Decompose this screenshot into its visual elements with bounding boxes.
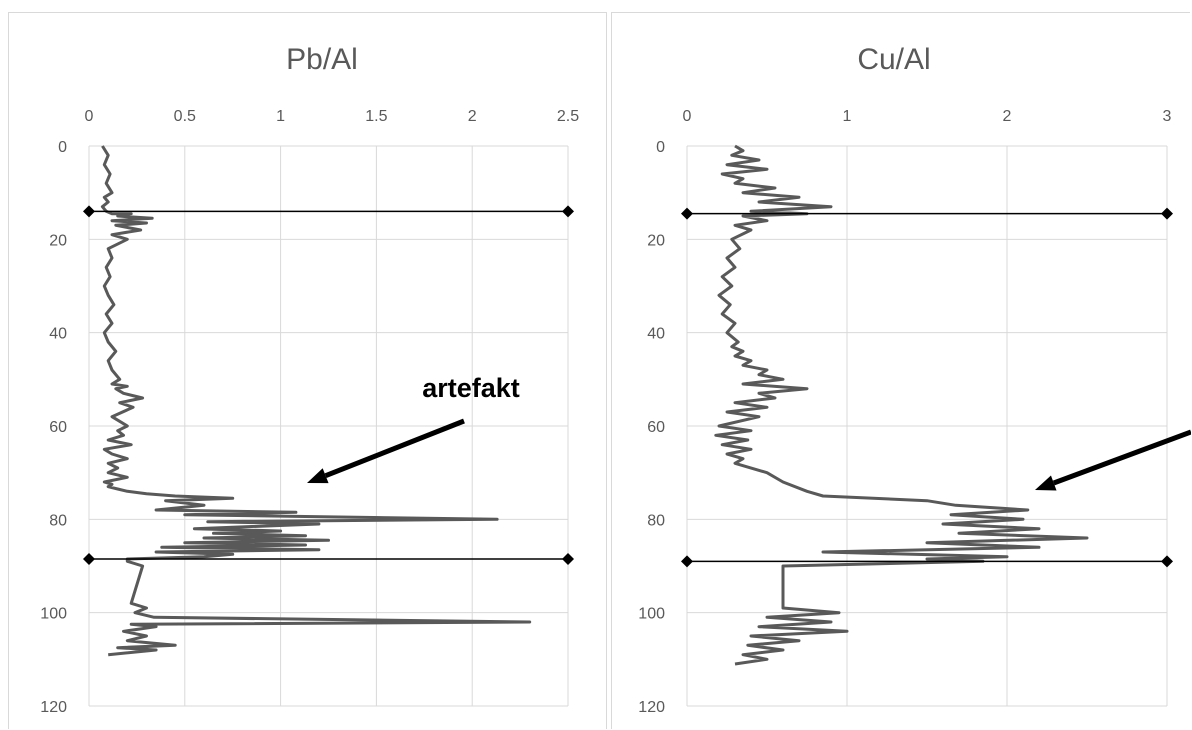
x-tick-label: 2 bbox=[468, 108, 477, 125]
arrow-shaft bbox=[1052, 429, 1191, 486]
diamond-marker bbox=[83, 553, 95, 565]
x-tick-label: 1 bbox=[276, 108, 285, 125]
chart-title: Cu/Al bbox=[857, 43, 930, 76]
diamond-marker bbox=[562, 553, 574, 565]
annotation-label: artefakt bbox=[422, 373, 520, 403]
data-line bbox=[100, 145, 532, 657]
diamond-marker bbox=[681, 555, 693, 568]
chart-title: Pb/Al bbox=[286, 43, 358, 76]
chart-panel-cu-al: Cu/Al 0 1 2 3 0 20 40 60 80 100 120 bbox=[611, 12, 1191, 729]
diamond-marker bbox=[681, 207, 693, 220]
diamond-marker bbox=[562, 205, 574, 218]
y-tick-label: 120 bbox=[638, 699, 665, 716]
x-tick-label: 2 bbox=[1003, 108, 1012, 125]
diamond-marker bbox=[1161, 555, 1173, 568]
x-tick-label: 0 bbox=[85, 108, 94, 125]
chart-panel-pb-al: Pb/Al 0 0.5 1 1.5 2 2.5 0 20 40 60 80 100 120 artefakt bbox=[8, 12, 607, 729]
x-tick-label: 0.5 bbox=[174, 108, 196, 125]
y-tick-label: 100 bbox=[40, 606, 67, 623]
y-tick-label: 0 bbox=[656, 139, 665, 156]
data-line bbox=[714, 144, 1089, 666]
x-tick-label: 1 bbox=[843, 108, 852, 125]
arrow-head bbox=[1035, 475, 1057, 491]
y-tick-label: 0 bbox=[58, 139, 67, 156]
x-tick-label: 0 bbox=[683, 108, 692, 125]
x-tick-label: 2.5 bbox=[557, 108, 579, 125]
y-tick-label: 60 bbox=[647, 419, 665, 436]
y-tick-label: 20 bbox=[49, 232, 67, 249]
y-tick-label: 40 bbox=[49, 326, 67, 343]
y-tick-label: 80 bbox=[647, 512, 665, 529]
x-tick-label: 1.5 bbox=[365, 108, 387, 125]
y-tick-label: 100 bbox=[638, 606, 665, 623]
diamond-marker bbox=[83, 205, 95, 218]
chart-pb-al: Pb/Al 0 0.5 1 1.5 2 2.5 0 20 40 60 80 100 120 artefakt bbox=[40, 43, 579, 716]
chart-cu-al: Cu/Al 0 1 2 3 0 20 40 60 80 100 120 bbox=[638, 43, 1191, 716]
y-tick-label: 60 bbox=[49, 419, 67, 436]
y-tick-label: 80 bbox=[49, 512, 67, 529]
arrow-shaft bbox=[324, 418, 465, 478]
y-tick-label: 20 bbox=[647, 232, 665, 249]
arrow-head bbox=[307, 468, 329, 484]
diamond-marker bbox=[1161, 207, 1173, 220]
y-tick-label: 120 bbox=[40, 699, 67, 716]
x-tick-label: 3 bbox=[1163, 108, 1172, 125]
y-tick-label: 40 bbox=[647, 326, 665, 343]
